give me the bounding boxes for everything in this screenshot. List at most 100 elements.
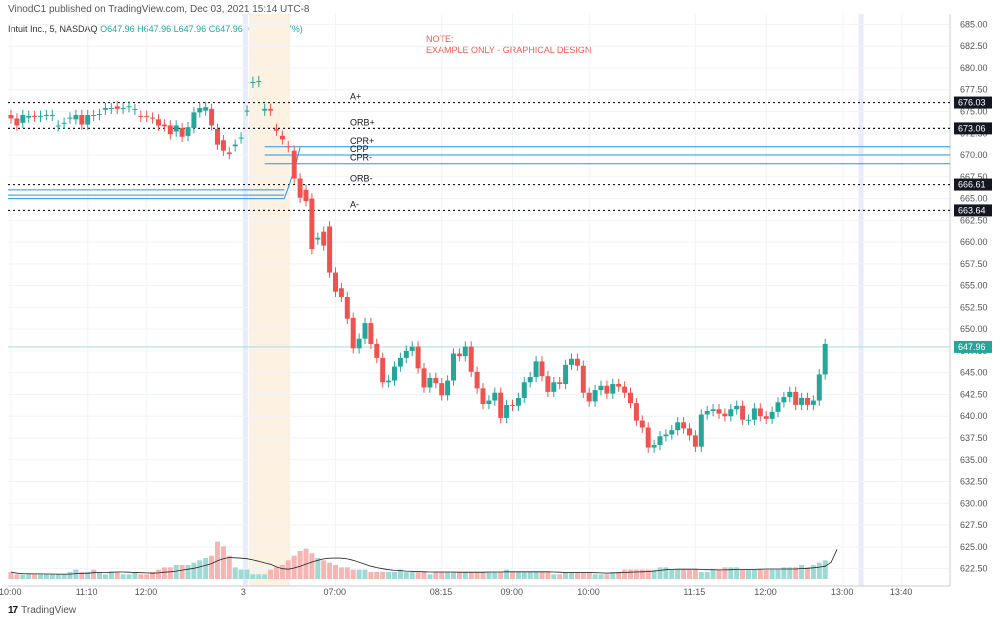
candle-body [734,405,740,410]
candle-body [651,444,657,448]
price-tick-label: 627.50 [960,520,988,530]
level-label: A- [350,199,359,209]
volume-bar [427,574,433,579]
price-tick-label: 657.50 [960,259,988,269]
volume-bar [486,572,492,579]
candle-body [616,384,622,387]
candle-body [663,434,669,437]
candle-body [451,353,456,381]
time-tick-label: 11:15 [683,587,705,597]
candle-body [698,414,704,447]
candle-body [610,384,616,394]
time-tick-label: 12:00 [754,587,777,597]
candle-body [244,110,250,112]
time-tick-label: 11:10 [76,587,98,597]
volume-bar [114,572,120,579]
price-tick-label: 670.00 [960,150,988,160]
volume-bar [409,572,415,579]
volume-bar [533,572,539,579]
candle-body [49,114,55,116]
candle-body [403,350,409,358]
candle-body [557,382,563,385]
candle-body [297,178,303,198]
price-tick-label: 637.50 [960,433,988,443]
candle-body [209,108,215,126]
publisher-line: VinodC1 published on TradingView.com, De… [8,4,310,15]
time-tick-label: 13:00 [831,587,854,597]
volume-bar [510,572,515,579]
volume-bar [26,574,32,579]
candle-body [539,361,545,377]
volume-bar [468,572,474,579]
candle-body [669,430,675,435]
volume-bar [386,572,392,579]
volume-bar [144,574,150,579]
volume-bar [362,569,368,579]
price-tick-label: 675.00 [960,107,988,117]
candle-body [592,390,598,402]
candle-body [150,117,156,119]
volume-bar [8,572,14,579]
candle-body [26,115,32,118]
volume-bar [350,569,356,579]
candle-body [510,404,515,406]
volume-bar [297,551,303,579]
open-value: O647.96 [100,24,135,34]
candle-body [486,400,492,405]
candle-body [274,128,279,131]
candle-body [604,385,610,394]
volume-bar [333,565,338,579]
volume-bar [421,572,427,579]
candle-body [203,107,209,111]
candle-body [102,108,108,110]
candle-body [480,388,486,405]
candle-body [91,114,97,116]
candle-body [220,140,226,151]
volume-bar [462,572,468,579]
volume-bar [781,567,787,579]
volume-bar [586,572,592,579]
volume-bar [179,565,185,579]
candle-body [622,386,628,393]
candle-body [805,397,810,405]
candle-body [545,376,551,392]
candle-body [816,374,822,401]
time-tick-label: 12:00 [135,587,158,597]
volume-bar [374,572,380,579]
volume-bar [209,555,215,579]
session-divider-band [858,14,864,586]
volume-bar [698,572,704,579]
volume-bar [716,569,722,579]
volume-bar [751,569,757,579]
volume-bar [787,567,793,579]
candle-body [628,392,633,404]
volume-bar [793,567,799,579]
volume-bar [639,569,645,579]
candle-body [386,380,392,383]
candle-body [368,323,374,344]
session-highlight-band [248,14,291,586]
level-badge-text: 666.61 [958,180,986,190]
volume-bar [527,572,533,579]
volume-bar [161,567,167,579]
volume-bar [734,567,740,579]
low-value: L647.96 [173,24,207,34]
candle-body [746,419,751,421]
volume-bar [746,569,751,579]
candle-body [462,346,468,357]
candle-body [268,108,274,111]
volume-bar [645,569,651,579]
price-tick-label: 642.50 [960,389,988,399]
candle-body [504,404,510,418]
candle-body [14,118,20,126]
candle-body [793,391,799,405]
candle-body [728,409,734,417]
candle-body [397,357,403,367]
candle-body [262,108,268,111]
candle-body [38,115,43,117]
volume-bar [256,574,262,579]
volume-bar [291,555,297,579]
volume-bar [710,569,716,579]
